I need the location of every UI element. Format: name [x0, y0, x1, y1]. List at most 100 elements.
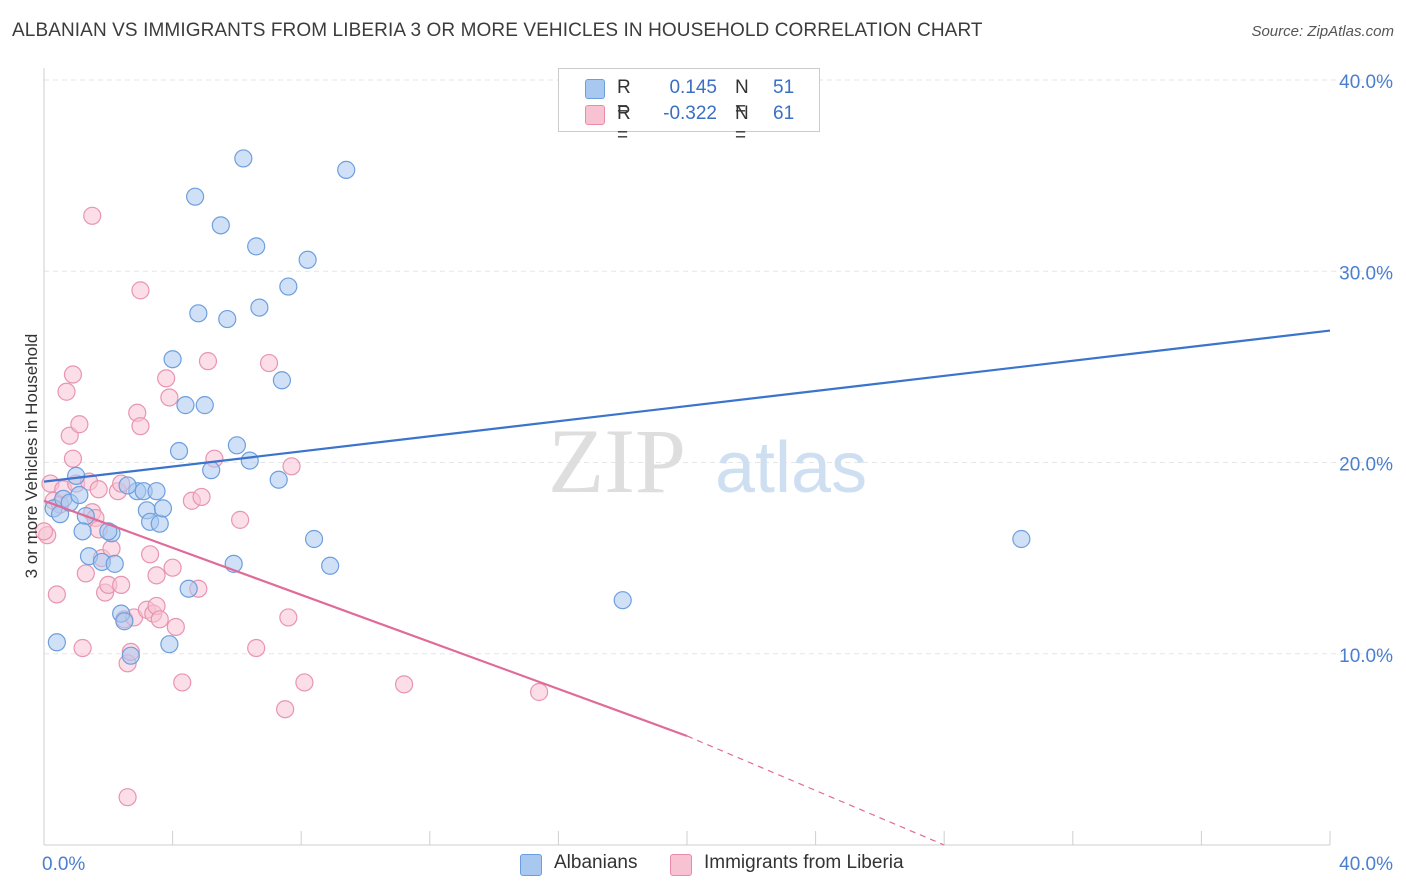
data-point-albanians	[70, 485, 89, 505]
y-axis-label: 3 or more Vehicles in Household	[22, 333, 41, 579]
trendline-liberia	[43, 499, 688, 738]
data-point-albanians	[211, 216, 230, 235]
data-point-albanians	[47, 633, 66, 652]
legend-r-value: -0.322	[663, 103, 717, 124]
axes	[43, 68, 1331, 846]
legend-n-label: N =	[735, 103, 749, 146]
data-point-albanians	[121, 646, 140, 665]
data-point-albanians	[321, 556, 340, 575]
data-point-albanians	[189, 304, 208, 323]
legend-swatch-albanians	[520, 854, 542, 876]
data-point-liberia	[83, 206, 102, 225]
data-point-liberia	[394, 675, 414, 694]
y-tick-label: 10.0%	[1339, 646, 1393, 667]
data-point-liberia	[150, 610, 169, 629]
legend-n-value: 61	[773, 103, 795, 124]
data-point-liberia	[192, 487, 211, 507]
legend-label-albanians: Albanians	[554, 852, 638, 873]
data-point-liberia	[112, 575, 131, 595]
data-point-albanians	[115, 612, 134, 631]
data-point-albanians	[163, 350, 182, 369]
data-point-liberia	[131, 281, 150, 300]
y-tick-label: 30.0%	[1339, 263, 1393, 284]
data-point-albanians	[176, 396, 195, 415]
data-point-liberia	[57, 382, 76, 401]
data-point-albanians	[147, 482, 166, 501]
data-point-liberia	[163, 558, 182, 577]
data-point-albanians	[337, 160, 356, 179]
data-point-albanians	[105, 554, 124, 573]
data-point-albanians	[227, 436, 246, 455]
data-point-albanians	[240, 451, 259, 470]
data-point-liberia	[198, 352, 218, 371]
data-point-albanians	[169, 441, 189, 461]
data-point-liberia	[282, 457, 301, 476]
data-point-liberia	[173, 673, 192, 692]
data-point-albanians	[234, 149, 253, 168]
watermark-atlas: atlas	[715, 428, 867, 508]
data-point-albanians	[150, 514, 169, 533]
legend-swatch-liberia	[585, 105, 605, 125]
data-point-albanians	[250, 298, 269, 317]
data-point-liberia	[147, 566, 166, 585]
data-point-liberia	[131, 417, 150, 436]
data-point-liberia	[231, 510, 250, 529]
data-point-albanians	[1012, 529, 1031, 549]
series-albanians	[44, 149, 1031, 665]
data-point-liberia	[295, 673, 314, 692]
y-tick-label: 20.0%	[1339, 455, 1393, 476]
data-point-albanians	[195, 396, 214, 415]
data-point-albanians	[202, 461, 221, 480]
tick-labels: 10.0% 20.0% 30.0% 40.0% 0.0% 40.0%	[42, 72, 1393, 875]
data-point-liberia	[63, 449, 83, 468]
trend-lines	[43, 329, 1331, 846]
data-point-liberia	[140, 545, 160, 564]
legend-swatch-liberia	[670, 854, 692, 876]
data-point-liberia	[279, 608, 298, 627]
data-point-liberia	[157, 369, 176, 388]
data-point-liberia	[247, 638, 266, 658]
correlation-legend: R = 0.145 N = 51 R = -0.322 N = 61	[558, 68, 820, 146]
x-tick-label: 40.0%	[1339, 854, 1393, 875]
data-point-albanians	[179, 579, 198, 598]
legend-n-value: 51	[773, 77, 795, 98]
data-point-liberia	[166, 617, 185, 637]
legend-r-label: R =	[617, 77, 631, 120]
legend-n-label: N =	[735, 77, 749, 120]
series-immigrants-from-liberia	[34, 206, 549, 807]
data-point-liberia	[160, 388, 179, 407]
data-point-albanians	[160, 635, 179, 654]
data-point-liberia	[34, 522, 54, 541]
source-credit: Source: ZipAtlas.com	[1251, 23, 1394, 40]
trendline-liberia-extension	[686, 735, 945, 846]
data-point-albanians	[73, 522, 92, 541]
data-point-liberia	[530, 682, 549, 702]
data-point-liberia	[276, 700, 295, 719]
data-point-albanians	[247, 237, 266, 256]
data-point-liberia	[76, 564, 95, 583]
legend-label-liberia: Immigrants from Liberia	[704, 852, 904, 873]
data-point-albanians	[118, 476, 137, 495]
data-point-albanians	[67, 466, 86, 485]
x-tick-label: 0.0%	[42, 854, 85, 875]
data-point-liberia	[118, 788, 137, 807]
watermark-zip: ZIP	[548, 410, 686, 512]
data-point-albanians	[269, 470, 288, 489]
chart-title: ALBANIAN VS IMMIGRANTS FROM LIBERIA 3 OR…	[12, 20, 983, 41]
data-point-liberia	[259, 353, 279, 373]
data-point-liberia	[73, 638, 92, 658]
data-point-liberia	[63, 365, 83, 384]
data-point-albanians	[613, 591, 632, 610]
legend-swatch-albanians	[585, 79, 605, 99]
data-point-liberia	[89, 480, 108, 499]
legend-r-value: 0.145	[669, 77, 717, 98]
data-point-albanians	[304, 529, 324, 549]
legend-r-label: R =	[617, 103, 631, 146]
data-point-albanians	[298, 250, 317, 269]
y-tick-label: 40.0%	[1339, 72, 1393, 93]
data-point-albanians	[186, 187, 205, 206]
data-point-albanians	[99, 522, 118, 541]
data-point-albanians	[218, 309, 237, 329]
data-point-albanians	[279, 277, 298, 296]
